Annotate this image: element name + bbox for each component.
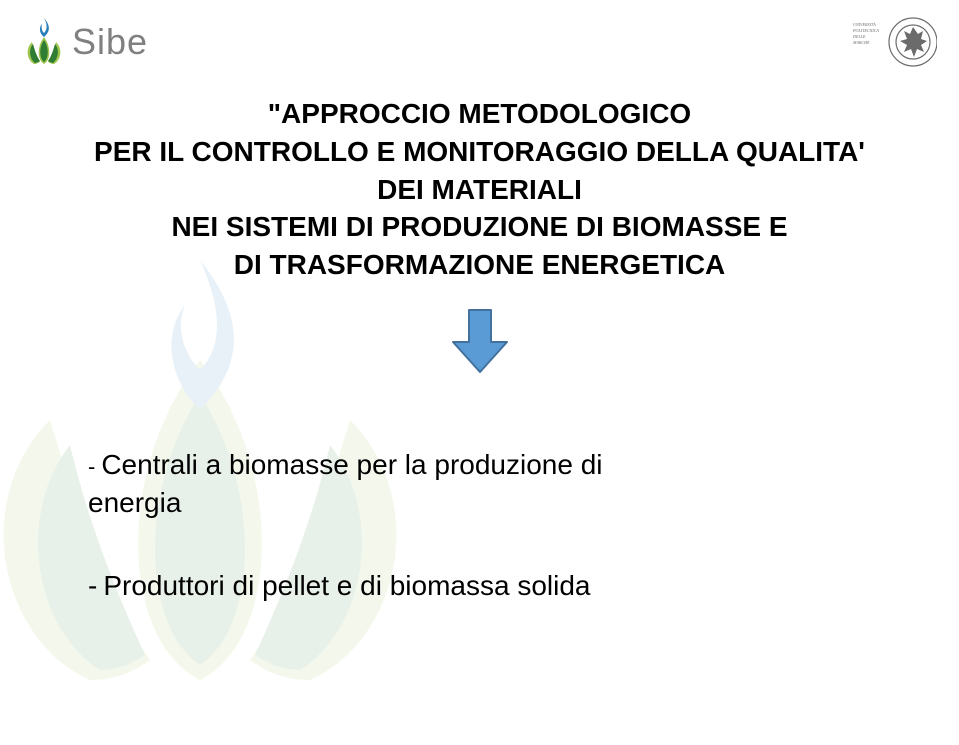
bullet-item-2: -Produttori di pellet e di biomassa soli… [88, 570, 911, 602]
bullet-list: -Centrali a biomasse per la produzione d… [88, 446, 911, 602]
title-line: "APPROCCIO METODOLOGICO [48, 95, 911, 133]
sibe-leaf-icon [22, 16, 66, 68]
svg-text:POLITECNICA: POLITECNICA [852, 28, 879, 33]
down-arrow-wrap [48, 306, 911, 376]
bullet-item-1: -Centrali a biomasse per la produzione d… [88, 446, 911, 522]
svg-text:MARCHE: MARCHE [852, 40, 870, 45]
slide-content: "APPROCCIO METODOLOGICOPER IL CONTROLLO … [0, 95, 959, 602]
down-arrow-icon [449, 306, 511, 376]
university-seal: UNIVERSITÀ POLITECNICA DELLE MARCHE [851, 13, 937, 71]
slide-header: Sibe UNIVERSITÀ POLITECNICA DELLE MARCHE [0, 10, 959, 74]
sibe-logo: Sibe [22, 16, 148, 68]
title-line: PER IL CONTROLLO E MONITORAGGIO DELLA QU… [48, 133, 911, 171]
title-line: DEI MATERIALI [48, 171, 911, 209]
title-line: DI TRASFORMAZIONE ENERGETICA [48, 246, 911, 284]
sibe-wordmark: Sibe [72, 21, 148, 63]
svg-text:DELLE: DELLE [852, 34, 866, 39]
slide-title: "APPROCCIO METODOLOGICOPER IL CONTROLLO … [48, 95, 911, 284]
title-line: NEI SISTEMI DI PRODUZIONE DI BIOMASSE E [48, 208, 911, 246]
svg-text:UNIVERSITÀ: UNIVERSITÀ [853, 22, 876, 27]
